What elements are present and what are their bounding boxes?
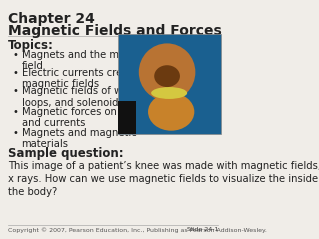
FancyBboxPatch shape <box>118 34 220 134</box>
Ellipse shape <box>148 93 194 131</box>
Text: This image of a patient’s knee was made with magnetic fields, not
x rays. How ca: This image of a patient’s knee was made … <box>8 161 319 197</box>
Text: •: • <box>12 128 19 138</box>
Text: •: • <box>12 68 19 77</box>
Bar <box>118 101 136 134</box>
Text: Slide 24-1: Slide 24-1 <box>187 227 218 232</box>
Ellipse shape <box>154 65 180 87</box>
Text: Sample question:: Sample question: <box>8 147 124 160</box>
Ellipse shape <box>151 87 187 99</box>
Text: •: • <box>12 87 19 96</box>
Text: Chapter 24: Chapter 24 <box>8 12 95 26</box>
Text: •: • <box>12 50 19 60</box>
Text: Copyright © 2007, Pearson Education, Inc., Publishing as Pearson Addison-Wesley.: Copyright © 2007, Pearson Education, Inc… <box>8 227 267 233</box>
Text: Magnets and the magnetic
field: Magnets and the magnetic field <box>21 50 156 71</box>
Text: Magnetic fields of wires,
loops, and solenoids: Magnetic fields of wires, loops, and sol… <box>21 87 143 108</box>
Ellipse shape <box>139 43 195 101</box>
Text: Electric currents create
magnetic fields: Electric currents create magnetic fields <box>21 68 138 89</box>
Text: •: • <box>12 107 19 116</box>
Text: Topics:: Topics: <box>8 39 54 52</box>
Text: Magnets and magnetic
materials: Magnets and magnetic materials <box>21 128 136 149</box>
Text: Magnetic Fields and Forces: Magnetic Fields and Forces <box>8 24 222 38</box>
Text: Magnetic forces on charges
and currents: Magnetic forces on charges and currents <box>21 107 159 128</box>
